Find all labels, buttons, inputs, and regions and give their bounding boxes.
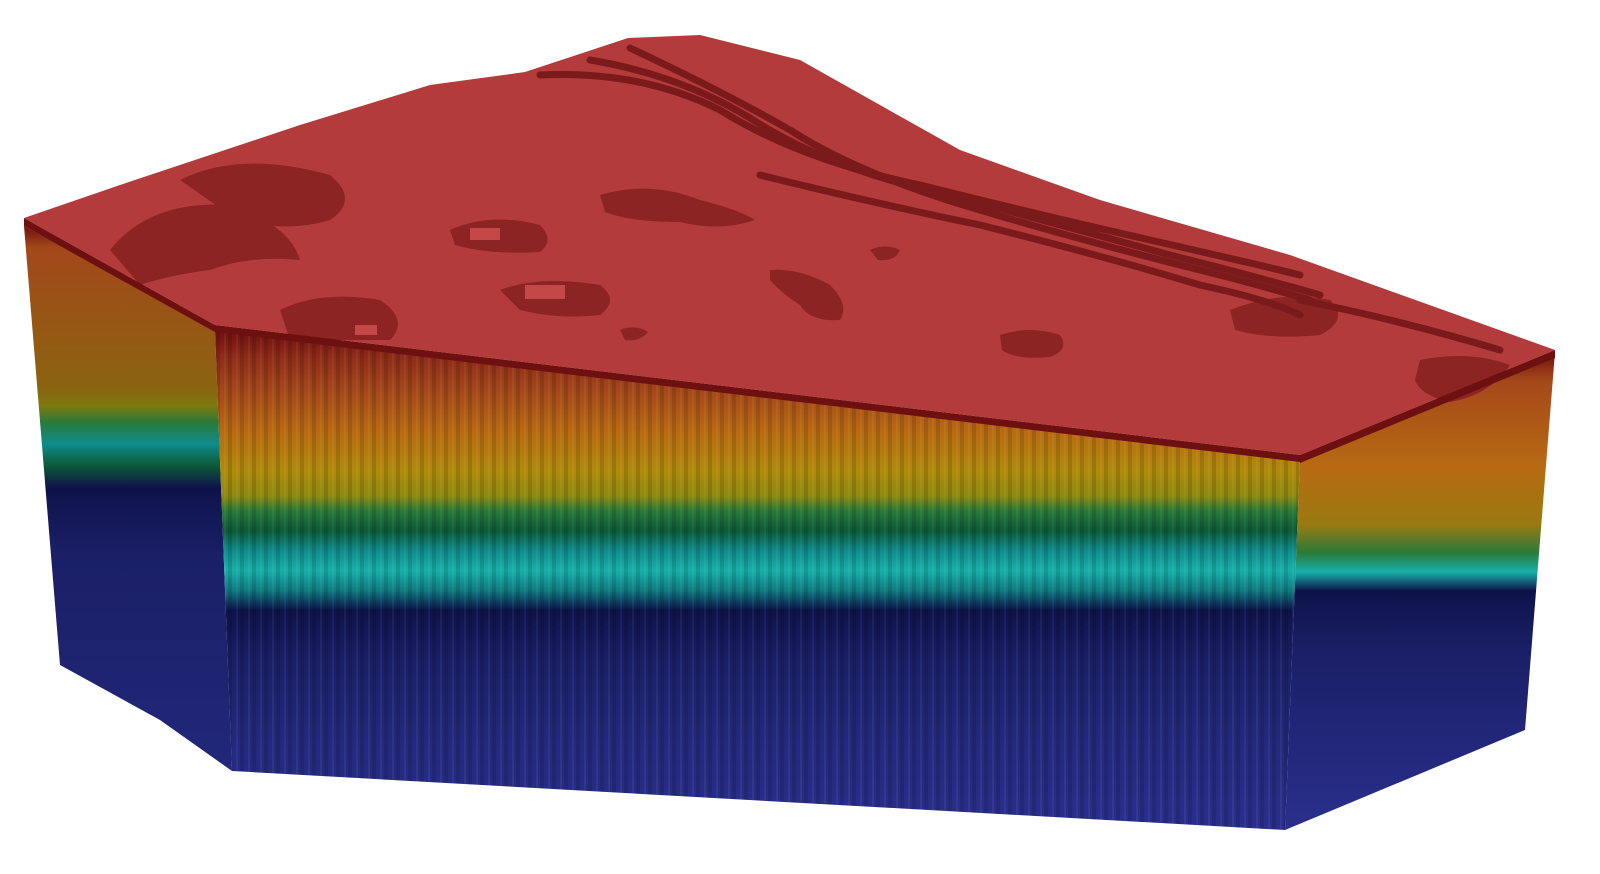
right-side-face (1285, 352, 1555, 830)
left-side-face (24, 226, 232, 771)
front-top-rim (215, 325, 1300, 462)
top-surface-blocks (355, 228, 565, 335)
right-top-rim (1300, 350, 1555, 463)
front-face-voxel-columns (215, 331, 1300, 830)
left-top-rim (24, 218, 215, 332)
top-surface-dark-patches (110, 163, 1510, 402)
top-surface-ridges (536, 44, 1504, 354)
top-surface (24, 35, 1555, 455)
